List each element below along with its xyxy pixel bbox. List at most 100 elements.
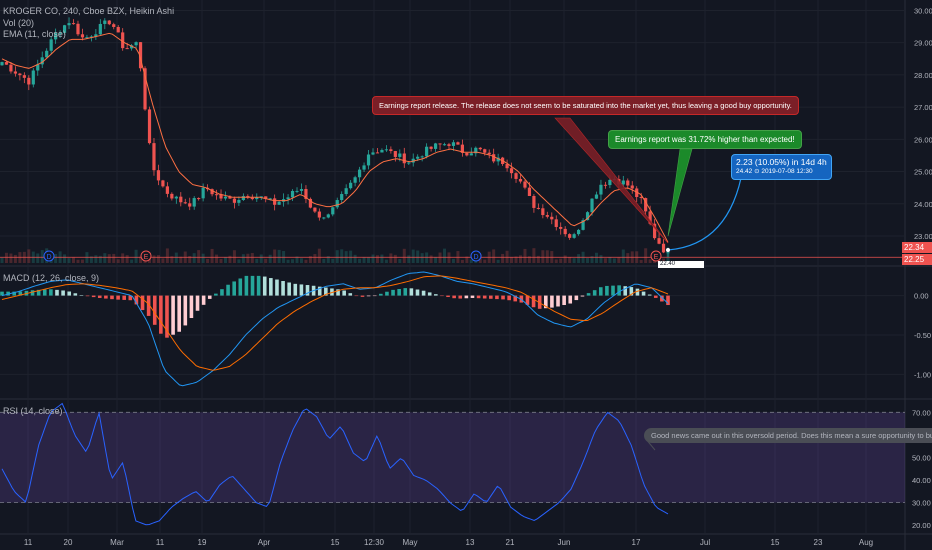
volume-bar [152,255,156,263]
volume-bar [590,256,594,263]
macd-histogram-bar [397,288,401,296]
macd-tick-label: -1.00 [914,370,931,379]
macd-histogram-bar [42,289,47,296]
volume-bar [161,258,165,263]
volume-legend[interactable]: Vol (20) [3,18,35,28]
candle-body [657,238,661,244]
macd-histogram-bar [550,295,554,308]
macd-histogram-bar [598,287,603,296]
volume-bar [223,257,227,263]
volume-bar [518,255,522,263]
candle-body [170,193,174,199]
macd-histogram-bar [513,295,518,302]
event-marker [140,250,152,262]
volume-bar [322,259,326,263]
macd-histogram-bar [324,287,328,296]
macd-histogram-bar [501,295,505,300]
macd-histogram-bar [489,295,493,299]
candle-body [295,190,299,192]
volume-bar [447,252,451,263]
macd-histogram-bar [482,295,487,299]
candle-body [384,149,389,151]
event-marker-label: E [144,254,149,261]
macd-histogram-bar [476,295,481,299]
candle-body [76,23,80,35]
volume-bar [586,258,590,263]
x-tick-label: May [402,538,417,547]
candle-body [559,226,563,229]
volume-bar [286,259,290,263]
rsi-tick-label: 70.00 [912,408,931,417]
candle-body [286,197,290,200]
macd-histogram-bar [531,295,536,308]
volume-bar [644,248,648,263]
candle-body [40,57,44,65]
candle-body [13,71,18,74]
volume-bar [134,249,138,263]
macd-histogram-bar [391,289,395,296]
x-tick-label: 15 [331,538,340,547]
earnings-higher-callout[interactable]: Earnings report was 31.72% higher than e… [608,130,802,149]
candle-body [290,190,295,198]
x-tick-label: 15 [771,538,780,547]
volume-bar [612,258,616,263]
candle-body [121,32,125,49]
volume-bar [407,255,411,263]
macd-histogram-bar [262,276,267,296]
volume-bar [331,258,335,263]
volume-bar [362,257,366,263]
volume-bar [398,258,402,263]
rsi-legend[interactable]: RSI (14, close) [3,406,63,416]
macd-histogram-bar [275,279,279,296]
macd-histogram-bar [507,295,511,301]
macd-histogram-bar [12,291,17,296]
candle-body [402,153,406,164]
volume-bar [241,254,245,263]
candle-body [514,173,518,179]
candle-body [49,39,53,51]
current-price-tag-2: 22.25 [902,254,932,265]
volume-bar [27,249,31,263]
candle-body [210,189,214,195]
volume-bar [536,255,540,263]
candle-body [67,23,71,26]
candle-body [219,194,223,199]
candle-body [335,200,339,208]
candle-body [152,143,156,171]
ema-legend[interactable]: EMA (11, close) [3,29,66,39]
candle-body [112,24,116,27]
volume-bar [103,253,107,263]
candle-body [644,198,648,212]
volume-bar [277,249,281,263]
x-tick-label: 13 [466,538,475,547]
x-tick-label: 12:30 [364,538,385,547]
volume-bar [568,256,572,263]
volume-bar [532,248,536,263]
macd-histogram-bar [79,295,84,296]
candle-body [143,68,147,110]
volume-bar [72,257,76,263]
macd-histogram-bar [177,295,181,332]
volume-bar [326,256,330,263]
volume-bar [317,248,321,263]
macd-histogram-bar [18,291,23,296]
candle-body [465,152,469,156]
projection-callout[interactable]: 2.23 (10.05%) in 14d 4h 24.42 ⊙ 2019-07-… [731,154,832,180]
rsi-pane [0,402,905,526]
rsi-note-callout[interactable]: Good news came out in this oversold peri… [644,428,932,443]
symbol-legend[interactable]: KROGER CO, 240, Cboe BZX, Heikin Ashi [3,6,175,16]
macd-legend[interactable]: MACD (12, 26, close, 9) [3,273,100,283]
candle-body [425,146,429,157]
macd-histogram-bar [171,295,175,335]
macd-histogram-bar [201,295,206,305]
ema-line [1,32,669,243]
candle-body [554,219,558,227]
candle-body [304,189,308,199]
candle-body [375,152,380,154]
volume-bar [291,259,295,263]
candle-body [380,150,384,153]
candle-body [116,26,120,33]
earnings-release-callout[interactable]: Earnings report release. The release doe… [372,96,799,115]
volume-bar [206,258,210,263]
volume-bar [380,254,384,263]
